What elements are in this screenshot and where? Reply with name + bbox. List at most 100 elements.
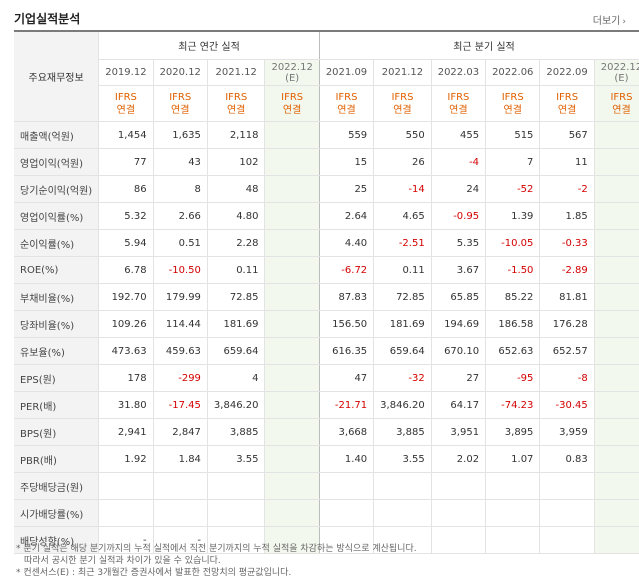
table-cell: 652.57 [539,337,595,365]
table-cell: 109.26 [98,310,154,338]
table-cell: -21.71 [318,391,374,419]
table-cell: -2.51 [373,229,432,257]
basis-standard: IFRS [391,91,414,103]
annual-group-label: 최근 연간 실적 [178,42,240,53]
table-cell: 4.80 [206,202,265,230]
table-cell: 178 [98,364,154,392]
basis-header: IFRS 연결 [318,85,374,122]
table-cell [485,526,540,554]
table-cell: 26 [373,148,432,176]
financial-table-body: 매출액(억원) 1,454 1,635 2,118 559 550 455 515 567 영업이… [14,121,639,554]
table-cell: 3,885 [206,418,265,446]
more-link[interactable]: 더보기 › [593,12,626,27]
row-label: PER(배) [14,391,99,419]
table-cell: 616.35 [318,337,374,365]
table-cell: 3.67 [430,256,486,284]
table-row: 시가배당률(%) [14,499,639,527]
table-cell [206,526,265,554]
table-cell: 2,847 [152,418,208,446]
table-cell: 4.65 [373,202,432,230]
table-cell: -1.50 [485,256,540,284]
table-cell [373,472,432,500]
table-cell: -8 [539,364,595,392]
period-label: 2021.09 [325,67,368,78]
table-cell [264,310,320,338]
table-cell [152,472,208,500]
panel-header: 기업실적분석 더보기 › [14,8,626,30]
table-cell [593,472,639,500]
table-cell: -2 [539,175,595,203]
table-cell [593,364,639,392]
table-cell: 0.11 [206,256,265,284]
table-cell: 515 [485,121,540,149]
table-cell: 1.84 [152,445,208,473]
table-cell: 455 [430,121,486,149]
table-cell [539,499,595,527]
table-cell [264,256,320,284]
table-cell: 3,668 [318,418,374,446]
period-header: 2019.12 [98,59,154,86]
chevron-right-icon: › [622,17,626,27]
table-cell [593,202,639,230]
table-cell: 43 [152,148,208,176]
table-cell: 1.40 [318,445,374,473]
table-row: 영업이익률(%) 5.32 2.66 4.80 2.64 4.65 -0.95 1.39 1.8… [14,202,639,230]
table-cell: 77 [98,148,154,176]
table-cell: 192.70 [98,283,154,311]
basis-header: IFRS 연결 [98,85,154,122]
period-label: 2020.12 [159,67,201,78]
table-cell: -299 [152,364,208,392]
table-cell: 65.85 [430,283,486,311]
table-cell: 3,846.20 [373,391,432,419]
table-cell [430,499,486,527]
row-label: PBR(배) [14,445,99,473]
table-cell: 7 [485,148,540,176]
table-cell [318,499,374,527]
table-cell [593,121,639,149]
table-cell [264,121,320,149]
table-cell [593,391,639,419]
table-cell: 1.39 [485,202,540,230]
table-cell [264,418,320,446]
basis-scope: 연결 [393,104,412,116]
table-cell: 2.28 [206,229,265,257]
period-label: 2022.12 [600,61,639,73]
table-cell [593,418,639,446]
table-cell: -14 [373,175,432,203]
table-cell: 48 [206,175,265,203]
more-link-label[interactable]: 더보기 [592,16,621,27]
table-cell: 652.63 [485,337,540,365]
table-cell: 5.94 [98,229,154,257]
row-label: EPS(원) [14,364,99,392]
basis-header: IFRS 연결 [264,85,320,122]
table-cell: 102 [206,148,265,176]
table-cell: 3,951 [430,418,486,446]
table-cell [593,337,639,365]
footnote: * 분기 실적은 해당 분기까지의 누적 실적에서 직전 분기까지의 누적 실적… [16,544,417,554]
table-cell: 473.63 [98,337,154,365]
basis-scope: 연결 [171,104,190,116]
table-row: 배당성향(%) - - [14,526,639,554]
period-label: 2022.09 [546,67,588,78]
table-cell: 31.80 [98,391,154,419]
period-label: 2022.03 [437,67,480,78]
table-cell: 3,895 [485,418,540,446]
basis-scope: 연결 [226,104,246,116]
period-header: 2021.12 [206,59,265,86]
table-cell [264,499,320,527]
table-cell: 25 [318,175,374,203]
basis-standard: IFRS [447,91,470,103]
period-estimate-mark: (E) [614,72,629,84]
table-cell: 3,846.20 [206,391,265,419]
table-cell [206,499,265,527]
table-cell: -17.45 [152,391,208,419]
row-label: 유보율(%) [14,337,99,365]
basis-scope: 연결 [557,104,577,116]
basis-scope: 연결 [612,104,631,116]
table-cell [318,472,374,500]
row-label: 영업이익(억원) [14,148,99,176]
table-cell: 567 [539,121,595,149]
table-row: 당좌비율(%) 109.26 114.44 181.69 156.50 181.69 194… [14,310,639,338]
table-cell: 81.81 [539,283,595,311]
table-cell: -4 [430,148,486,176]
